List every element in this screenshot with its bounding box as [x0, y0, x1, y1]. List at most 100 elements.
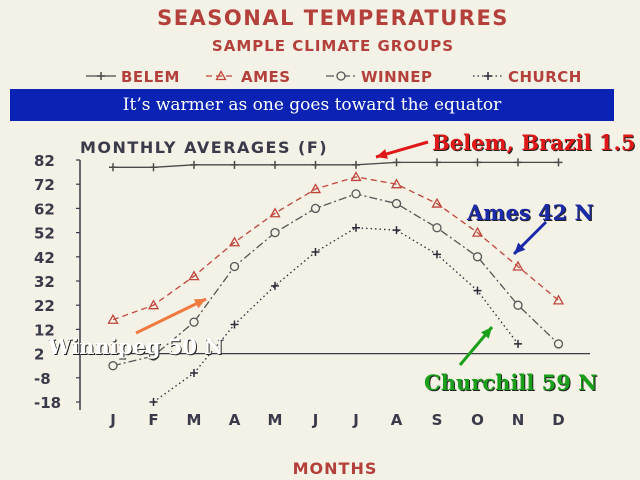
- chart-subtitle: SAMPLE CLIMATE GROUPS: [212, 37, 454, 55]
- series-line: [112, 193, 559, 367]
- callout-arrows: [135, 140, 548, 366]
- data-point: [471, 226, 484, 237]
- chart-title: SEASONAL TEMPERATURES: [157, 6, 509, 30]
- x-tick-label: J: [352, 411, 359, 429]
- chart-legend: BELEM AMES WINNEP CHURCH: [86, 68, 582, 86]
- series-winnep: [108, 189, 564, 371]
- legend-marker-winnep: [336, 71, 346, 81]
- legend-label-winnep: WINNEP: [361, 68, 432, 86]
- data-point: [514, 339, 522, 348]
- legend-marker-ames: [215, 70, 227, 81]
- x-tick-label: J: [312, 411, 319, 429]
- data-point: [473, 158, 482, 167]
- data-point: [188, 270, 200, 281]
- data-point: [270, 227, 280, 238]
- data-point: [190, 160, 198, 169]
- data-point: [107, 313, 119, 324]
- series-line: [113, 161, 559, 168]
- data-point: [553, 339, 564, 349]
- x-tick-label: D: [552, 411, 564, 429]
- x-tick-label: J: [109, 411, 116, 429]
- arrow-churchill: [458, 326, 494, 366]
- callout-belem: Belem, Brazil 1.5: [432, 130, 636, 155]
- arrow-shaft: [135, 297, 207, 335]
- data-point: [230, 320, 239, 329]
- x-tick-label: M: [187, 411, 202, 429]
- y-tick-label: 32: [34, 273, 55, 291]
- x-tick-label: O: [471, 411, 484, 429]
- arrow-head: [376, 149, 388, 159]
- data-point: [472, 252, 483, 262]
- data-point: [350, 171, 362, 182]
- data-point: [229, 261, 240, 272]
- data-point: [390, 178, 403, 189]
- data-point: [108, 361, 118, 371]
- data-point: [271, 160, 279, 169]
- data-point: [190, 368, 198, 377]
- series-line: [112, 176, 559, 321]
- data-point: [433, 158, 441, 167]
- x-axis-label: MONTHS: [293, 459, 378, 478]
- series-church: [149, 223, 522, 406]
- x-tick-label: F: [148, 411, 158, 429]
- legend-marker-church: [484, 72, 492, 80]
- data-point: [352, 160, 360, 169]
- data-point: [109, 163, 117, 172]
- arrow-head: [514, 242, 526, 254]
- data-point: [310, 203, 321, 214]
- data-point: [554, 158, 563, 167]
- x-tick-label: S: [432, 411, 443, 429]
- data-point: [149, 163, 158, 172]
- data-point: [269, 207, 281, 218]
- data-point: [352, 223, 360, 232]
- data-point: [228, 236, 241, 247]
- legend-label-belem: BELEM: [121, 68, 180, 86]
- legend-label-ames: AMES: [241, 68, 291, 86]
- data-point: [512, 260, 524, 271]
- data-point: [431, 197, 443, 208]
- y-tick-label: 82: [34, 152, 55, 170]
- x-tick-label: N: [512, 411, 525, 429]
- series-line: [153, 227, 519, 403]
- x-tick-label: A: [229, 411, 241, 429]
- data-point: [391, 198, 402, 209]
- plot-area: 82 72 62 52 42 32 22 12 2 -8 -18 J F M A M J J A S O N D: [34, 152, 590, 429]
- y-tick-label: 62: [34, 200, 55, 218]
- y-tick-label: -8: [34, 370, 51, 388]
- legend-marker-belem: [97, 72, 105, 80]
- arrow-ames: [512, 220, 548, 256]
- data-point: [513, 300, 523, 310]
- data-point: [271, 281, 279, 290]
- series-ames: [107, 171, 565, 324]
- data-point: [311, 160, 320, 169]
- data-point: [309, 183, 322, 194]
- arrow-winnipeg: [135, 297, 207, 335]
- y-tick-label: 42: [34, 249, 55, 267]
- y-tick-label: 52: [34, 225, 55, 243]
- data-point: [149, 398, 158, 406]
- callout-ames: Ames 42 N: [467, 200, 594, 225]
- data-point: [392, 158, 401, 167]
- y-tick-label: 12: [34, 321, 55, 339]
- data-point: [230, 160, 239, 169]
- arrow-head: [193, 299, 206, 309]
- data-point: [433, 250, 441, 259]
- data-point: [311, 247, 320, 256]
- y-tick-label: -18: [34, 394, 61, 412]
- data-point: [189, 317, 199, 327]
- message-banner: It’s warmer as one goes toward the equat…: [10, 89, 614, 121]
- y-tick-label: 2: [34, 346, 44, 364]
- arrow-belem: [375, 140, 429, 159]
- y-tick-label: 22: [34, 297, 55, 315]
- data-point: [473, 286, 482, 295]
- data-point: [147, 299, 160, 310]
- x-tick-label: M: [268, 411, 283, 429]
- data-point: [552, 294, 565, 305]
- series-belem: [109, 158, 563, 172]
- callout-winnipeg: Winnipeg 50 N: [48, 334, 224, 359]
- legend-label-church: CHURCH: [508, 68, 582, 86]
- data-point: [514, 158, 522, 167]
- callout-churchill: Churchill 59 N: [424, 370, 598, 395]
- arrow-head: [481, 327, 492, 339]
